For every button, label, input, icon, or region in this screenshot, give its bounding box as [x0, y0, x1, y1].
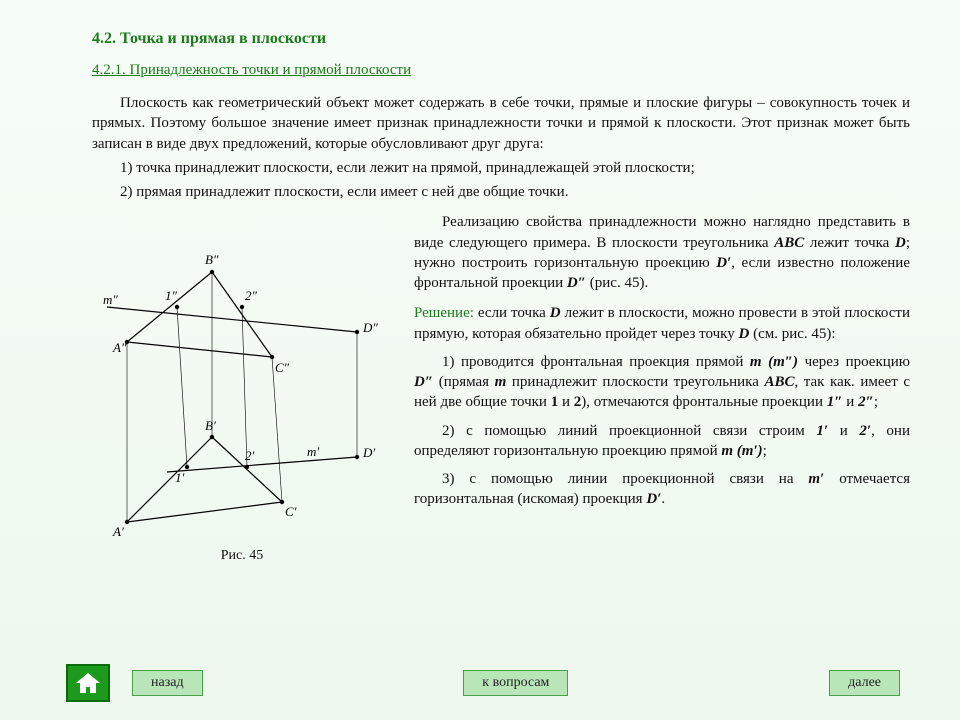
home-button[interactable] [66, 664, 110, 702]
solution-paragraph: Решение: если точка D лежит в плоскости,… [414, 303, 910, 344]
intro-paragraph: Плоскость как геометрический объект може… [92, 93, 910, 154]
step-1: 1) проводится фронтальная проекция прямо… [414, 352, 910, 413]
example-paragraph: Реализацию свойства принадлежности можно… [414, 212, 910, 293]
figure-column: A″ B″ C″ D″ 1″ 2″ m″ A′ B′ C′ D′ 1′ 2′ m′ Рис. 45 [92, 212, 392, 564]
questions-button[interactable]: к вопросам [463, 670, 568, 696]
svg-text:1″: 1″ [165, 288, 178, 303]
svg-text:B″: B″ [205, 252, 219, 267]
text-column: Реализацию свойства принадлежности можно… [414, 212, 910, 564]
back-button[interactable]: назад [132, 670, 203, 696]
rule-2: 2) прямая принадлежит плоскости, если им… [92, 182, 910, 202]
solution-label: Решение: [414, 305, 474, 321]
footer-nav: назад к вопросам далее [0, 664, 960, 702]
section-heading: 4.2. Точка и прямая в плоскости [92, 30, 910, 48]
svg-text:A″: A″ [112, 340, 127, 355]
figure-caption: Рис. 45 [92, 548, 392, 564]
subsection-heading: 4.2.1. Принадлежность точки и прямой пло… [92, 62, 910, 79]
step-2: 2) с помощью линий проекционной связи ст… [414, 421, 910, 462]
svg-text:D″: D″ [362, 320, 378, 335]
svg-text:C′: C′ [285, 504, 297, 519]
figure-45: A″ B″ C″ D″ 1″ 2″ m″ A′ B′ C′ D′ 1′ 2′ m′ [97, 212, 387, 542]
svg-text:C″: C″ [275, 360, 290, 375]
svg-text:A′: A′ [112, 524, 124, 539]
step-3: 3) с помощью линии проекционной связи на… [414, 469, 910, 510]
svg-text:B′: B′ [205, 418, 216, 433]
rule-1: 1) точка принадлежит плоскости, если леж… [92, 158, 910, 178]
svg-text:m″: m″ [103, 292, 118, 307]
svg-text:m′: m′ [307, 444, 319, 459]
svg-text:1′: 1′ [175, 470, 185, 485]
home-icon [74, 671, 102, 695]
svg-text:2′: 2′ [245, 448, 255, 463]
next-button[interactable]: далее [829, 670, 900, 696]
svg-text:D′: D′ [362, 445, 375, 460]
svg-text:2″: 2″ [245, 288, 258, 303]
